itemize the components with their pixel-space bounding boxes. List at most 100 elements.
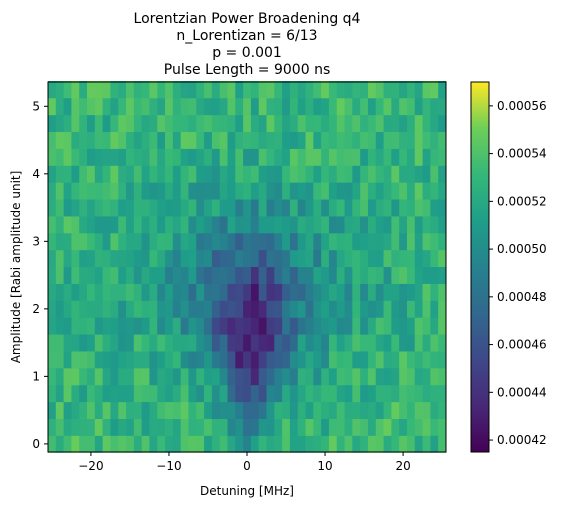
heatmap-cell [352,384,361,403]
heatmap-cell [336,148,345,166]
heatmap-cell [250,131,260,149]
heatmap-cell [274,232,283,251]
heatmap-cell [352,283,361,301]
heatmap-cell [282,97,291,116]
heatmap-cell [328,317,338,335]
heatmap-cell [126,97,135,116]
heatmap-cell [406,182,416,200]
heatmap-cell [297,435,306,453]
heatmap-cell [149,165,158,183]
heatmap-cell [219,182,228,200]
heatmap-cell [274,367,283,386]
heatmap-cell [172,199,182,217]
heatmap-cell [258,283,267,301]
heatmap-cell [204,300,213,318]
heatmap-cell [165,317,174,335]
heatmap-cell [438,232,447,251]
heatmap-cell [94,148,104,166]
heatmap-cell [243,199,252,217]
heatmap-cell [71,182,80,200]
heatmap-cell [133,199,143,217]
heatmap-cell [55,435,64,453]
heatmap-cell [422,300,431,318]
heatmap-cell [321,216,330,234]
heatmap-cell [391,216,400,234]
heatmap-cell [165,249,174,268]
heatmap-cell [344,249,353,268]
heatmap-cell [141,418,150,436]
heatmap-cell [141,317,150,335]
heatmap-cell [71,199,80,217]
heatmap-cell [102,367,111,386]
colorbar-tick-label: 0.00046 [497,338,547,352]
heatmap-cell [48,317,57,335]
heatmap-cell [289,367,299,386]
heatmap-cell [196,418,205,436]
heatmap-cell [133,131,143,149]
heatmap-cell [196,131,205,149]
heatmap-cell [430,351,439,369]
heatmap-cell [383,384,392,403]
heatmap-cell [297,266,306,284]
heatmap-cell [157,418,166,436]
heatmap-cell [219,114,228,133]
heatmap-cell [219,401,228,419]
heatmap-cell [235,384,244,403]
heatmap-cell [352,148,361,166]
heatmap-cell [367,334,377,352]
heatmap-cell [321,165,330,183]
heatmap-cell [227,199,236,217]
heatmap-cell [305,97,314,116]
heatmap-cell [360,182,369,200]
heatmap-cell [367,351,377,369]
heatmap-cell [438,80,447,99]
heatmap-cell [196,384,205,403]
heatmap-cell [297,199,306,217]
heatmap-cell [274,148,283,166]
heatmap-cell [360,300,369,318]
heatmap-cell [55,249,64,268]
heatmap-cell [399,266,408,284]
heatmap-cell [305,367,314,386]
heatmap-cell [430,401,439,419]
heatmap-cell [391,182,400,200]
heatmap-cell [422,317,431,335]
heatmap-cell [313,266,322,284]
heatmap-cell [352,249,361,268]
heatmap-cell [87,283,96,301]
heatmap-cell [211,300,221,318]
heatmap-cell [430,334,439,352]
heatmap-cell [165,199,174,217]
heatmap-cell [414,216,423,234]
heatmap-cell [149,148,158,166]
heatmap-cell [188,283,197,301]
heatmap-cell [375,216,384,234]
heatmap-cell [367,80,377,99]
y-tick-label: 3 [32,234,40,248]
heatmap-cell [110,114,119,133]
heatmap-cell [391,131,400,149]
heatmap-cell [79,114,88,133]
heatmap-cell [422,249,431,268]
heatmap-cell [211,317,221,335]
heatmap-cell [87,401,96,419]
heatmap-cell [102,232,111,251]
heatmap-cell [141,114,150,133]
heatmap-cell [321,384,330,403]
heatmap-cell [126,165,135,183]
heatmap-cell [352,317,361,335]
heatmap-cell [336,367,345,386]
heatmap-cell [55,283,64,301]
heatmap-cell [94,300,104,318]
heatmap-cell [430,300,439,318]
heatmap-cell [243,317,252,335]
heatmap-cell [172,182,182,200]
heatmap-cell [110,418,119,436]
heatmap-cell [274,334,283,352]
heatmap-cell [321,232,330,251]
heatmap-cell [430,165,439,183]
heatmap-cell [180,317,189,335]
heatmap-cell [149,435,158,453]
heatmap-cell [328,266,338,284]
heatmap-cell [243,249,252,268]
